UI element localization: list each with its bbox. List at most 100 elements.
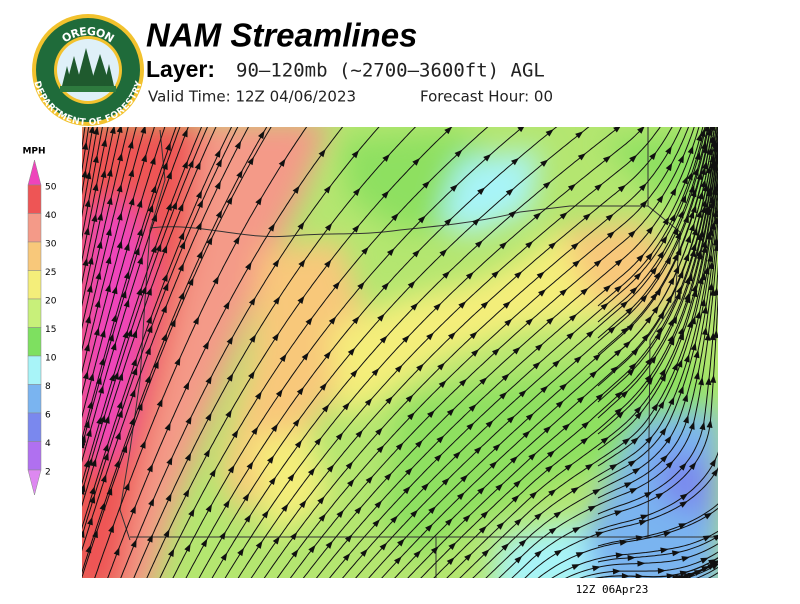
streamline-arrow	[702, 535, 712, 542]
streamline	[94, 127, 308, 578]
colorbar-title: MPH	[22, 147, 45, 157]
streamline-arrow	[677, 326, 684, 336]
streamline	[597, 142, 718, 435]
streamline-arrow	[707, 227, 714, 236]
streamline	[82, 127, 177, 441]
streamline-arrow	[707, 253, 714, 263]
streamline	[82, 127, 239, 538]
streamline	[597, 262, 718, 515]
streamline-arrow	[187, 159, 194, 168]
streamline-arrow	[195, 190, 202, 199]
colorbar-segment	[27, 412, 42, 442]
streamline-arrow	[621, 573, 630, 578]
streamline-arrow	[164, 422, 171, 431]
streamline-arrow	[108, 524, 114, 533]
state-boundary	[647, 127, 681, 538]
streamline	[82, 127, 137, 352]
streamline	[263, 127, 682, 578]
colorbar: MPH 50 40 30 25 20 15 10 8 6 4 2	[22, 147, 57, 496]
streamline-arrow	[161, 244, 168, 254]
streamline	[211, 127, 620, 578]
colorbar-cap	[27, 469, 42, 496]
streamline-arrow	[113, 547, 120, 556]
streamline-arrow	[139, 440, 146, 449]
streamline-arrow	[166, 456, 173, 466]
streamline-arrow	[178, 231, 185, 241]
streamline	[82, 127, 189, 463]
streamline	[537, 507, 718, 578]
streamline	[707, 572, 718, 578]
colorbar-segment	[27, 270, 42, 300]
wind-area	[600, 130, 718, 210]
streamline	[315, 127, 704, 578]
streamline	[472, 179, 718, 578]
streamline-arrow	[123, 482, 130, 491]
streamline-arrow	[146, 324, 153, 334]
colorbar-segment	[27, 355, 42, 385]
streamline-arrow	[116, 127, 123, 133]
streamline-arrow	[192, 316, 200, 325]
streamline	[597, 127, 716, 371]
streamline-arrow	[148, 497, 155, 507]
streamline	[82, 127, 98, 218]
wind-area	[330, 230, 660, 420]
streamline-arrow	[152, 360, 159, 369]
streamline	[695, 566, 718, 578]
streamline	[82, 127, 122, 308]
streamline-arrow	[623, 482, 633, 489]
streamline-arrow	[619, 539, 628, 546]
colorbar-label: 10	[45, 354, 57, 364]
streamline-arrow	[146, 534, 153, 543]
streamline-arrow	[156, 398, 163, 408]
streamline	[597, 127, 706, 307]
streamline-arrow	[701, 305, 708, 314]
logo: OREGON DEPARTMENT OF FORESTRY	[32, 14, 144, 128]
valid-time: Valid Time: 12Z 04/06/2023	[148, 88, 356, 106]
streamline	[82, 127, 203, 485]
streamline-arrow	[668, 396, 675, 406]
colorbar-label: 2	[45, 468, 51, 478]
layer-value: 90–120mb (~2700–3600ft) AGL	[236, 60, 545, 82]
streamline-arrow	[155, 243, 162, 252]
streamline	[172, 127, 524, 578]
streamline-arrow	[178, 291, 185, 301]
streamline-arrow	[177, 202, 184, 212]
colorbar-label: 20	[45, 297, 57, 307]
streamline-arrow	[82, 141, 89, 150]
wind-area	[660, 450, 710, 520]
streamline	[524, 467, 718, 578]
streamline-arrow	[698, 377, 705, 386]
streamline	[597, 127, 714, 355]
colorbar-segment	[27, 298, 42, 328]
colorbar-label: 6	[45, 411, 51, 421]
streamline-arrow	[179, 240, 186, 250]
streamline	[459, 164, 718, 578]
streamline-arrow	[129, 388, 136, 398]
colorbar-label: 4	[45, 439, 51, 449]
colorbar-cap	[27, 159, 42, 186]
streamline	[82, 127, 166, 419]
streamline	[407, 127, 718, 578]
layer-label: Layer:	[146, 56, 215, 82]
colorbar-label: 25	[45, 268, 56, 278]
streamline	[597, 188, 718, 483]
streamline	[597, 127, 711, 339]
streamline	[302, 127, 700, 578]
streamline	[159, 127, 489, 578]
streamline	[82, 127, 90, 173]
streamline-arrow	[676, 359, 683, 368]
streamline-arrow	[161, 273, 168, 282]
streamlines	[82, 127, 718, 578]
streamline	[672, 560, 718, 578]
streamline	[198, 127, 590, 578]
streamline-arrow	[171, 201, 177, 210]
wind-area	[250, 430, 330, 540]
streamline	[82, 127, 233, 530]
streamline-arrow	[130, 539, 137, 548]
streamline	[597, 127, 709, 323]
streamline	[597, 127, 718, 403]
streamline	[82, 127, 217, 507]
streamline-arrow	[161, 333, 167, 342]
streamline	[355, 127, 712, 578]
